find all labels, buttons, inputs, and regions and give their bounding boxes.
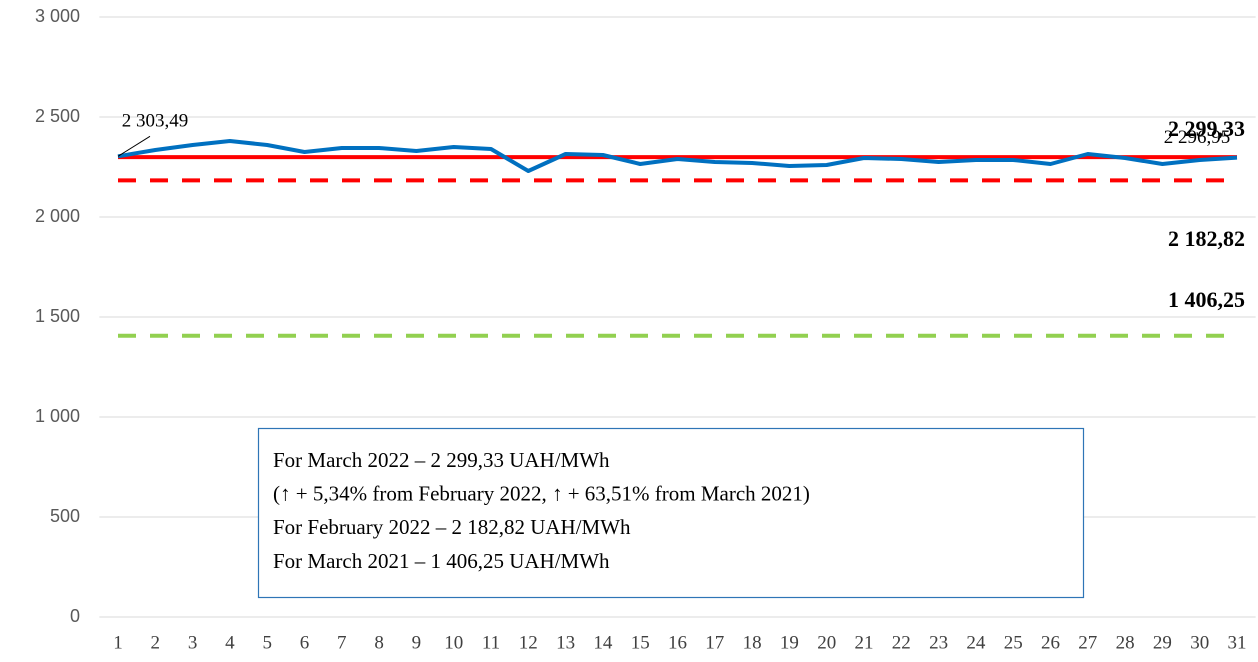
y-tick-label: 3 000 xyxy=(35,6,80,26)
x-tick-label: 24 xyxy=(966,632,986,653)
reference-label: 2 182,82 xyxy=(1168,226,1245,251)
x-tick-label: 9 xyxy=(412,632,422,653)
x-tick-label: 19 xyxy=(780,632,799,653)
x-tick-label: 10 xyxy=(444,632,463,653)
x-tick-label: 4 xyxy=(225,632,235,653)
annotation-text: For February 2022 – 2 182,82 UAH/MWh xyxy=(273,515,631,539)
x-tick-label: 22 xyxy=(892,632,911,653)
y-tick-label: 1 500 xyxy=(35,306,80,326)
annotation-text: (↑ + 5,34% from February 2022, ↑ + 63,51… xyxy=(273,482,810,506)
leader-line xyxy=(117,135,151,157)
x-tick-label: 6 xyxy=(300,632,310,653)
x-tick-label: 26 xyxy=(1041,632,1060,653)
y-tick-label: 1 000 xyxy=(35,406,80,426)
x-tick-label: 12 xyxy=(519,632,538,653)
x-tick-label: 25 xyxy=(1004,632,1023,653)
x-tick-label: 16 xyxy=(668,632,687,653)
x-tick-label: 28 xyxy=(1116,632,1135,653)
x-tick-label: 21 xyxy=(855,632,874,653)
x-tick-label: 18 xyxy=(743,632,762,653)
x-tick-label: 23 xyxy=(929,632,948,653)
reference-label: 2 299,33 xyxy=(1168,116,1245,141)
x-tick-label: 14 xyxy=(593,632,613,653)
x-tick-label: 29 xyxy=(1153,632,1172,653)
reference-label: 1 406,25 xyxy=(1168,287,1245,312)
x-tick-label: 11 xyxy=(482,632,500,653)
x-tick-label: 31 xyxy=(1228,632,1247,653)
y-tick-label: 500 xyxy=(50,506,80,526)
x-tick-label: 13 xyxy=(556,632,575,653)
y-tick-label: 0 xyxy=(70,606,80,626)
x-tick-label: 3 xyxy=(188,632,198,653)
series-line xyxy=(117,139,1238,173)
x-tick-label: 17 xyxy=(705,632,724,653)
x-tick-label: 2 xyxy=(151,632,161,653)
x-tick-label: 15 xyxy=(631,632,650,653)
x-tick-label: 7 xyxy=(337,632,347,653)
x-tick-label: 5 xyxy=(262,632,272,653)
y-tick-label: 2 000 xyxy=(35,206,80,226)
x-tick-label: 8 xyxy=(374,632,384,653)
annotation-box xyxy=(257,427,1085,599)
data-label: 2 296,95 xyxy=(1164,127,1231,148)
annotation-text: For March 2021 – 1 406,25 UAH/MWh xyxy=(273,549,610,573)
x-tick-label: 1 xyxy=(113,632,123,653)
data-label: 2 303,49 xyxy=(122,111,189,132)
x-tick-label: 30 xyxy=(1190,632,1209,653)
annotation-text: For March 2022 – 2 299,33 UAH/MWh xyxy=(273,448,610,472)
x-tick-label: 27 xyxy=(1078,632,1097,653)
x-tick-label: 20 xyxy=(817,632,836,653)
y-tick-label: 2 500 xyxy=(35,106,80,126)
